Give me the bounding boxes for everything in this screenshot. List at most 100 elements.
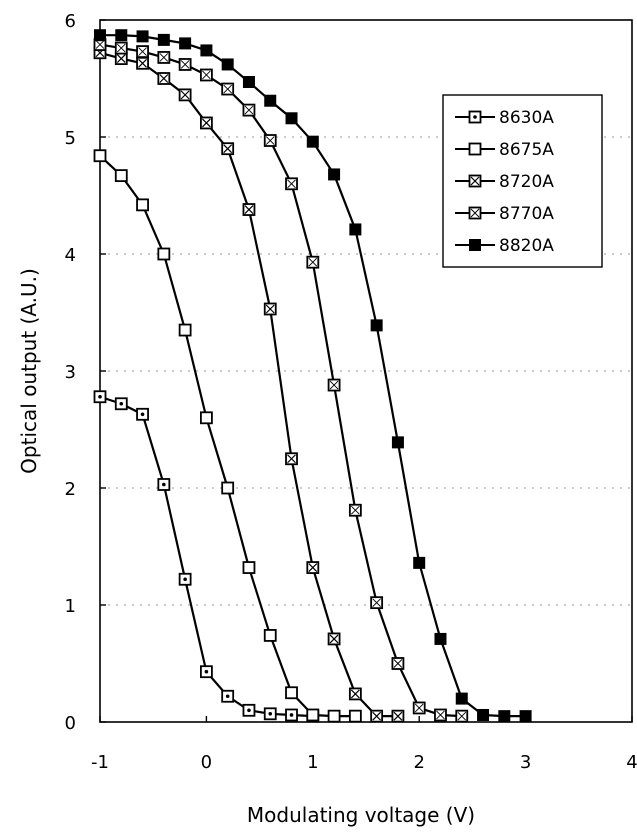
data-point bbox=[498, 710, 511, 723]
x-tick-label: 4 bbox=[626, 752, 637, 773]
marker-body bbox=[136, 198, 149, 212]
marker-body bbox=[179, 37, 192, 50]
data-point bbox=[179, 37, 192, 50]
marker-cross bbox=[138, 58, 147, 68]
marker-body bbox=[391, 436, 404, 449]
marker-cross bbox=[393, 659, 403, 668]
marker-cross bbox=[116, 54, 126, 64]
data-point bbox=[199, 68, 213, 82]
data-point bbox=[328, 168, 341, 181]
data-point bbox=[136, 407, 149, 421]
marker-cross bbox=[436, 710, 445, 720]
marker-cross bbox=[329, 634, 339, 644]
data-point bbox=[412, 701, 426, 715]
x-tick-label: 2 bbox=[413, 752, 424, 773]
data-point bbox=[178, 572, 192, 586]
data-point bbox=[136, 198, 149, 212]
data-point bbox=[348, 687, 362, 701]
marker-cross bbox=[244, 205, 254, 214]
marker-dot bbox=[247, 708, 251, 713]
legend-entry: 8630A bbox=[455, 108, 554, 128]
data-point bbox=[391, 657, 405, 670]
marker-cross bbox=[138, 47, 147, 56]
marker-body bbox=[221, 58, 234, 71]
marker-dot bbox=[183, 577, 187, 582]
data-point bbox=[263, 707, 277, 721]
marker-cross bbox=[95, 40, 105, 49]
marker-cross bbox=[457, 711, 467, 721]
data-point bbox=[455, 709, 469, 723]
marker-body bbox=[264, 94, 277, 107]
legend-entry: 8675A bbox=[455, 140, 554, 160]
series-line bbox=[99, 51, 398, 718]
marker-cross bbox=[308, 257, 318, 267]
data-point bbox=[221, 82, 235, 96]
data-point bbox=[370, 596, 384, 610]
marker-body bbox=[94, 29, 106, 42]
marker-body bbox=[93, 149, 107, 163]
y-tick-label: 2 bbox=[65, 479, 76, 500]
marker-body bbox=[242, 76, 255, 89]
marker-body bbox=[115, 29, 128, 42]
marker-cross bbox=[201, 118, 211, 128]
marker-body bbox=[434, 632, 447, 645]
data-point bbox=[114, 41, 128, 55]
data-point bbox=[178, 88, 192, 102]
data-point bbox=[285, 452, 298, 466]
data-point bbox=[136, 45, 149, 58]
data-point bbox=[434, 632, 447, 645]
data-point bbox=[242, 76, 255, 89]
marker-cross bbox=[470, 208, 480, 218]
data-point bbox=[348, 503, 362, 517]
x-tick-label: 3 bbox=[520, 752, 531, 773]
legend-label: 8720A bbox=[499, 172, 554, 192]
marker-body bbox=[327, 709, 341, 723]
data-point bbox=[157, 51, 171, 64]
data-point bbox=[434, 708, 447, 722]
data-point bbox=[391, 709, 405, 723]
axis-ticks: -1 0 1 2 3 4 0 1 2 3 4 5 6 bbox=[65, 11, 637, 773]
data-point bbox=[157, 247, 171, 261]
data-point bbox=[264, 94, 277, 107]
data-point bbox=[285, 112, 298, 125]
data-point bbox=[221, 481, 235, 495]
data-point bbox=[327, 632, 341, 646]
series-8675A bbox=[93, 149, 362, 723]
marker-body bbox=[519, 710, 532, 723]
data-point bbox=[242, 561, 256, 574]
marker-dot bbox=[162, 482, 166, 487]
marker-body bbox=[306, 708, 320, 722]
marker-body bbox=[348, 709, 362, 723]
legend-entry: 8820A bbox=[455, 236, 554, 256]
marker-cross bbox=[350, 689, 360, 699]
legend-label: 8675A bbox=[499, 140, 554, 160]
marker-dot bbox=[140, 412, 145, 417]
data-point bbox=[178, 323, 192, 337]
series-layer bbox=[93, 29, 532, 723]
data-point bbox=[348, 709, 362, 723]
marker-dot bbox=[225, 694, 230, 699]
marker-cross bbox=[180, 60, 190, 69]
data-point bbox=[114, 397, 128, 411]
marker-body bbox=[157, 247, 171, 261]
data-point bbox=[93, 149, 107, 163]
data-point bbox=[94, 29, 106, 42]
marker-cross bbox=[159, 74, 169, 83]
data-point bbox=[221, 689, 235, 703]
data-point bbox=[391, 436, 404, 449]
marker-cross bbox=[265, 136, 275, 145]
marker-body bbox=[136, 30, 149, 43]
data-point bbox=[306, 561, 320, 574]
data-point bbox=[199, 411, 213, 425]
y-tick-label: 6 bbox=[65, 11, 76, 32]
marker-cross bbox=[265, 304, 275, 314]
data-point bbox=[178, 58, 192, 71]
marker-cross bbox=[470, 176, 480, 186]
data-point bbox=[114, 169, 128, 183]
marker-cross bbox=[223, 84, 232, 94]
marker-body bbox=[285, 686, 298, 700]
data-point bbox=[263, 302, 277, 316]
x-axis-title: Modulating voltage (V) bbox=[247, 803, 475, 827]
data-point bbox=[285, 686, 298, 700]
y-tick-label: 3 bbox=[65, 362, 76, 383]
